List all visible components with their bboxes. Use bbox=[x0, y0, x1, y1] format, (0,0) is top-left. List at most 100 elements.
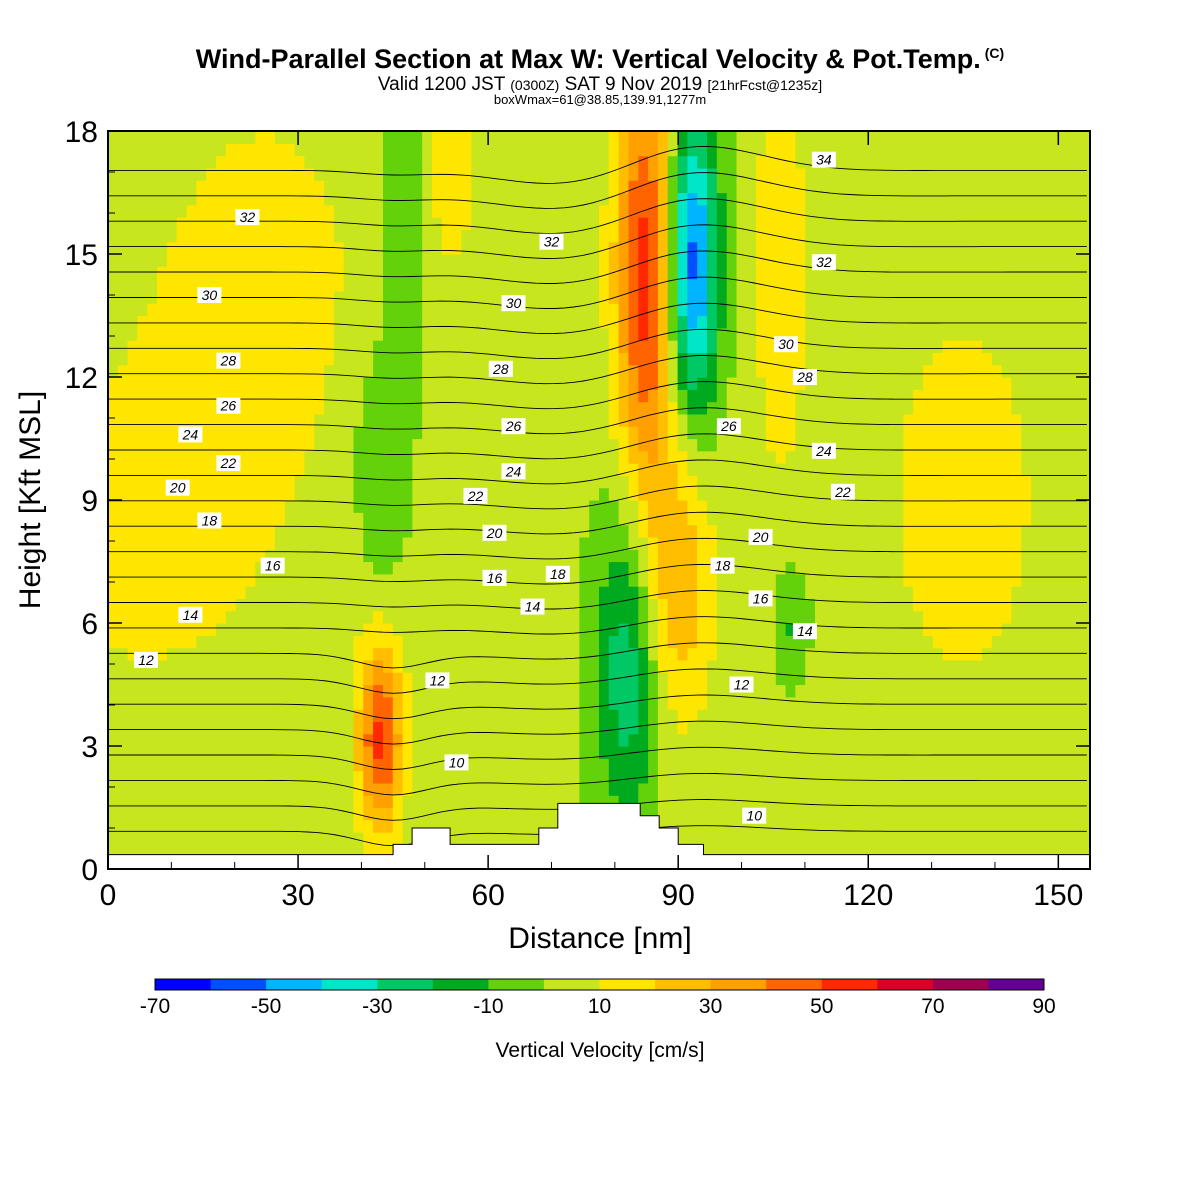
velocity-cell bbox=[903, 266, 914, 280]
velocity-cell bbox=[657, 610, 669, 624]
velocity-cell bbox=[412, 463, 423, 476]
velocity-cell bbox=[765, 278, 777, 292]
velocity-cell bbox=[687, 131, 698, 144]
velocity-cell bbox=[785, 586, 796, 599]
velocity-cell bbox=[157, 524, 168, 538]
velocity-cell bbox=[402, 758, 413, 772]
velocity-cell bbox=[324, 143, 335, 157]
velocity-cell bbox=[343, 696, 355, 710]
velocity-cell bbox=[815, 635, 826, 649]
velocity-cell bbox=[628, 709, 639, 722]
velocity-cell bbox=[186, 266, 197, 280]
velocity-cell bbox=[657, 167, 669, 181]
velocity-cell bbox=[569, 623, 580, 636]
velocity-cell bbox=[864, 536, 875, 550]
velocity-cell bbox=[520, 303, 531, 317]
velocity-cell bbox=[373, 340, 384, 353]
velocity-cell bbox=[127, 586, 138, 599]
velocity-cell bbox=[618, 770, 629, 784]
velocity-cell bbox=[864, 647, 875, 661]
velocity-cell bbox=[893, 266, 904, 280]
velocity-cell bbox=[707, 167, 718, 181]
velocity-cell bbox=[687, 475, 698, 489]
velocity-cell bbox=[677, 647, 688, 661]
velocity-cell bbox=[549, 217, 561, 230]
velocity-cell bbox=[648, 229, 659, 243]
velocity-cell bbox=[363, 610, 374, 624]
velocity-cell bbox=[667, 487, 679, 501]
velocity-cell bbox=[383, 463, 394, 476]
velocity-cell bbox=[844, 143, 855, 157]
velocity-cell bbox=[255, 659, 266, 673]
velocity-cell bbox=[618, 327, 629, 341]
velocity-cell bbox=[697, 143, 708, 157]
velocity-cell bbox=[510, 327, 521, 341]
velocity-cell bbox=[893, 327, 904, 341]
velocity-cell bbox=[432, 524, 443, 538]
velocity-cell bbox=[137, 733, 148, 747]
velocity-cell bbox=[186, 598, 197, 612]
velocity-cell bbox=[579, 463, 590, 476]
velocity-cell bbox=[471, 832, 482, 845]
velocity-cell bbox=[599, 426, 610, 440]
velocity-cell bbox=[746, 364, 757, 378]
velocity-cell bbox=[883, 512, 895, 526]
velocity-cell bbox=[235, 180, 247, 194]
velocity-cell bbox=[451, 623, 463, 636]
velocity-cell bbox=[756, 659, 767, 673]
velocity-cell bbox=[540, 536, 551, 550]
velocity-cell bbox=[638, 746, 649, 759]
velocity-cell bbox=[353, 758, 364, 772]
velocity-cell bbox=[599, 512, 610, 526]
velocity-cell bbox=[903, 131, 914, 144]
velocity-cell bbox=[530, 770, 541, 784]
velocity-cell bbox=[746, 192, 757, 206]
velocity-cell bbox=[147, 561, 158, 575]
velocity-cell bbox=[127, 377, 138, 390]
velocity-cell bbox=[491, 463, 502, 476]
velocity-cell bbox=[815, 352, 826, 366]
velocity-cell bbox=[923, 807, 934, 821]
velocity-cell bbox=[196, 389, 207, 403]
velocity-cell bbox=[216, 143, 227, 157]
velocity-cell bbox=[157, 795, 168, 809]
velocity-cell bbox=[824, 401, 836, 415]
velocity-cell bbox=[844, 278, 855, 292]
velocity-cell bbox=[510, 167, 521, 181]
velocity-cell bbox=[196, 782, 207, 796]
velocity-cell bbox=[491, 389, 502, 403]
velocity-cell bbox=[530, 709, 541, 722]
velocity-cell bbox=[589, 315, 600, 329]
velocity-cell bbox=[166, 659, 178, 673]
velocity-cell bbox=[186, 352, 197, 366]
velocity-cell bbox=[117, 131, 129, 144]
velocity-cell bbox=[412, 352, 423, 366]
velocity-cell bbox=[196, 844, 207, 858]
velocity-cell bbox=[599, 635, 610, 649]
velocity-cell bbox=[166, 401, 178, 415]
velocity-cell bbox=[451, 438, 463, 452]
velocity-cell bbox=[569, 143, 580, 157]
velocity-cell bbox=[206, 782, 217, 796]
velocity-cell bbox=[726, 290, 738, 304]
velocity-cell bbox=[481, 512, 492, 526]
velocity-cell bbox=[677, 536, 688, 550]
velocity-cell bbox=[824, 561, 836, 575]
velocity-cell bbox=[667, 758, 679, 772]
velocity-cell bbox=[294, 204, 305, 218]
velocity-cell bbox=[815, 377, 826, 390]
velocity-cell bbox=[353, 549, 364, 563]
velocity-cell bbox=[108, 659, 119, 673]
velocity-cell bbox=[422, 746, 433, 759]
velocity-cell bbox=[176, 315, 188, 329]
velocity-cell bbox=[687, 573, 698, 587]
velocity-cell bbox=[471, 426, 482, 440]
velocity-cell bbox=[608, 340, 620, 353]
velocity-cell bbox=[196, 524, 207, 538]
velocity-cell bbox=[333, 463, 345, 476]
velocity-cell bbox=[392, 586, 404, 599]
velocity-cell bbox=[697, 167, 708, 181]
velocity-cell bbox=[363, 721, 374, 735]
velocity-cell bbox=[333, 327, 345, 341]
velocity-cell bbox=[333, 561, 345, 575]
